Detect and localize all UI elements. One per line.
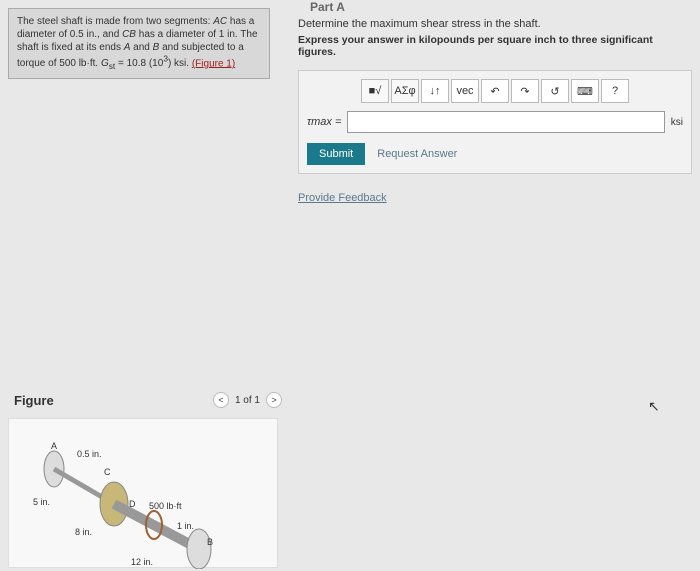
figure-pager: < 1 of 1 >: [213, 392, 282, 408]
vector-button[interactable]: vec: [451, 79, 479, 103]
figure-panel: Figure < 1 of 1 > A 0.5 in. C 5 in. 8 in…: [8, 388, 288, 568]
question-instruction: Express your answer in kilopounds per sq…: [298, 34, 692, 58]
shaft-diagram: [9, 419, 279, 569]
request-answer-link[interactable]: Request Answer: [377, 148, 457, 160]
button-row: Submit Request Answer: [307, 143, 683, 165]
answer-input-row: τmax = ksi: [307, 111, 683, 133]
undo-button[interactable]: ↶: [481, 79, 509, 103]
redo-button[interactable]: ↷: [511, 79, 539, 103]
label-dia-cb: 1 in.: [177, 521, 194, 531]
figure-image: A 0.5 in. C 5 in. 8 in. D 500 lb·ft 1 in…: [8, 418, 278, 568]
label-len-cd: 8 in.: [75, 527, 92, 537]
keyboard-button[interactable]: ⌨: [571, 79, 599, 103]
label-len-ac: 5 in.: [33, 497, 50, 507]
answer-box: ■√ ΑΣφ ↓↑ vec ↶ ↷ ↺ ⌨ ? τmax = ksi Submi…: [298, 70, 692, 174]
figure-header: Figure < 1 of 1 >: [8, 388, 288, 412]
subscripts-button[interactable]: ↓↑: [421, 79, 449, 103]
label-a: A: [51, 441, 57, 451]
figure-link[interactable]: (Figure 1): [192, 58, 235, 69]
pager-next-button[interactable]: >: [266, 392, 282, 408]
symbols-button[interactable]: ΑΣφ: [391, 79, 419, 103]
label-dia-ac: 0.5 in.: [77, 449, 102, 459]
pager-prev-button[interactable]: <: [213, 392, 229, 408]
label-d: D: [129, 499, 136, 509]
unit-label: ksi: [671, 117, 683, 128]
provide-feedback-link[interactable]: Provide Feedback: [298, 192, 692, 204]
question-area: Determine the maximum shear stress in th…: [298, 18, 692, 204]
part-label: Part A: [310, 0, 345, 14]
submit-button[interactable]: Submit: [307, 143, 365, 165]
answer-input[interactable]: [347, 111, 664, 133]
label-b: B: [207, 537, 213, 547]
problem-statement: The steel shaft is made from two segment…: [8, 8, 270, 79]
question-prompt: Determine the maximum shear stress in th…: [298, 18, 692, 30]
help-button[interactable]: ?: [601, 79, 629, 103]
cursor-icon: ↖: [648, 398, 660, 415]
formula-toolbar: ■√ ΑΣφ ↓↑ vec ↶ ↷ ↺ ⌨ ?: [307, 79, 683, 103]
templates-button[interactable]: ■√: [361, 79, 389, 103]
variable-label: τmax =: [307, 116, 341, 128]
pager-text: 1 of 1: [235, 395, 260, 406]
label-torque: 500 lb·ft: [149, 501, 182, 511]
figure-title: Figure: [14, 393, 54, 408]
label-c: C: [104, 467, 111, 477]
label-len-db: 12 in.: [131, 557, 153, 567]
reset-button[interactable]: ↺: [541, 79, 569, 103]
